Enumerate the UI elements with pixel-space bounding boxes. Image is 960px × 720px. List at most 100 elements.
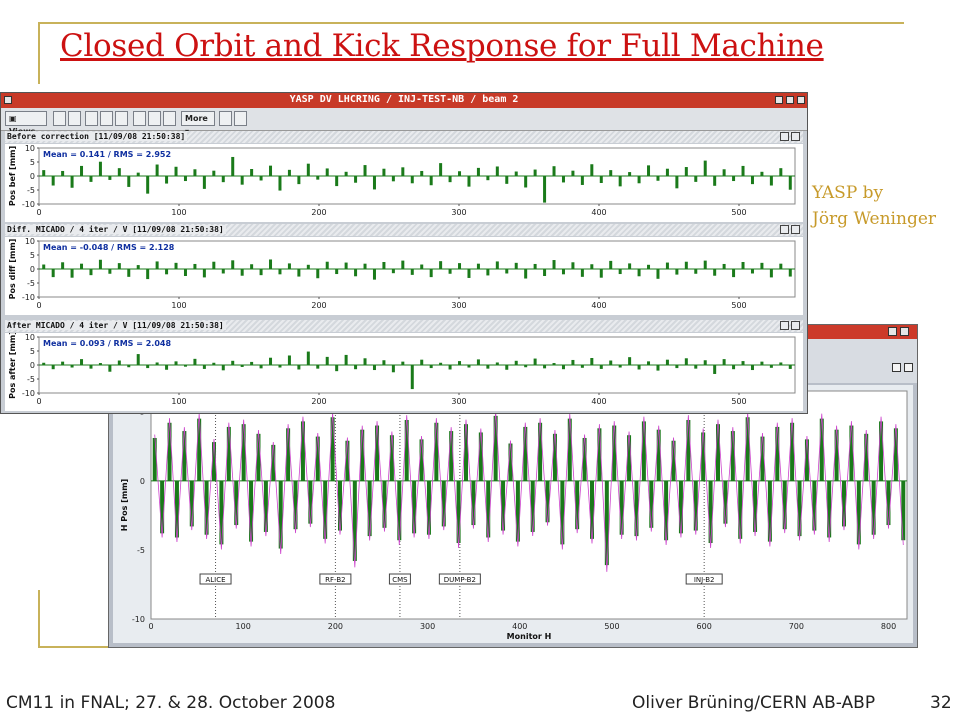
close-icon[interactable] <box>797 96 805 104</box>
data-bar <box>221 365 225 371</box>
data-bar <box>684 261 688 269</box>
panel-3-dock-icon[interactable] <box>780 321 789 330</box>
data-bar <box>649 480 654 528</box>
data-bar <box>514 360 518 365</box>
grid-1-icon[interactable] <box>133 111 146 126</box>
data-bar <box>675 269 679 275</box>
data-bar <box>471 480 476 526</box>
layout-1-icon[interactable] <box>53 111 66 126</box>
data-bar <box>89 365 93 369</box>
float-icon[interactable] <box>904 363 913 372</box>
minimize-icon[interactable] <box>775 96 783 104</box>
data-bar <box>580 365 584 368</box>
data-bar <box>278 365 282 368</box>
panel-3-float-icon[interactable] <box>791 321 800 330</box>
data-bar <box>80 165 84 176</box>
y-tick-label: 0 <box>30 265 35 274</box>
data-bar <box>590 264 594 269</box>
panel-3-title: After MICADO / 4 iter / V [11/09/08 21:5… <box>5 321 226 330</box>
data-bar <box>70 176 74 188</box>
x-tick-label: 0 <box>36 301 41 310</box>
data-bar <box>429 269 433 278</box>
panel-1-dock-icon[interactable] <box>780 132 789 141</box>
footer-author: Oliver Brüning/CERN AB-ABP <box>632 693 876 713</box>
minimize-icon[interactable] <box>888 327 897 336</box>
views-icon: ▣ <box>9 114 17 123</box>
more-button[interactable]: More ▾ <box>181 111 215 136</box>
views-button[interactable]: ▣ Views <box>5 111 47 136</box>
grid-3-icon[interactable] <box>163 111 176 126</box>
data-bar <box>505 365 509 370</box>
x-tick-label: 0 <box>148 622 153 631</box>
x-tick-label: 400 <box>591 208 606 217</box>
data-bar <box>524 269 528 279</box>
data-bar <box>694 176 698 182</box>
print-icon[interactable] <box>234 111 247 126</box>
data-bar <box>165 176 169 184</box>
maximize-icon[interactable] <box>786 96 794 104</box>
credit: YASP by Jörg Weninger <box>812 180 936 232</box>
data-bar <box>316 365 320 369</box>
x-tick-label: 400 <box>591 397 606 406</box>
data-bar <box>323 480 328 539</box>
layout-2-icon[interactable] <box>68 111 81 126</box>
panel-2-dock-icon[interactable] <box>780 225 789 234</box>
window-menu-icon[interactable] <box>4 96 12 104</box>
data-bar <box>524 176 528 188</box>
marker-label: DUMP-B2 <box>444 576 476 584</box>
data-bar <box>732 176 736 182</box>
layout-4-icon[interactable] <box>100 111 113 126</box>
data-bar <box>575 480 580 530</box>
data-bar <box>98 363 102 365</box>
data-bar <box>675 176 679 189</box>
data-bar <box>372 269 376 280</box>
data-bar <box>61 262 65 269</box>
data-bar <box>127 365 131 368</box>
data-bar <box>410 176 414 184</box>
data-bar <box>597 428 602 481</box>
grid-2-icon[interactable] <box>148 111 161 126</box>
data-bar <box>212 362 216 365</box>
layout-5-icon[interactable] <box>115 111 128 126</box>
yasp-window[interactable]: YASP DV LHCRING / INJ-TEST-NB / beam 2 ▣… <box>0 92 808 414</box>
data-bar <box>842 480 846 527</box>
data-bar <box>412 480 417 534</box>
panel-2-float-icon[interactable] <box>791 225 800 234</box>
data-bar <box>678 480 683 534</box>
dock-icon[interactable] <box>892 363 901 372</box>
data-bar <box>788 365 792 369</box>
x-tick-label: 300 <box>420 622 435 631</box>
data-bar <box>42 362 46 365</box>
close-icon[interactable] <box>900 327 909 336</box>
data-bar <box>51 365 55 370</box>
x-tick-label: 200 <box>311 397 326 406</box>
data-bar <box>165 269 169 275</box>
marker-box <box>438 573 481 585</box>
data-bar <box>753 480 758 532</box>
data-bar <box>708 480 713 543</box>
data-bar <box>391 365 395 373</box>
data-bar <box>146 176 150 194</box>
data-bar <box>628 263 632 269</box>
kick-response-plot-area: 50-5-100100200300400500600700800ALICERF-… <box>113 385 913 643</box>
data-bar <box>420 170 424 176</box>
data-bar <box>741 262 745 269</box>
data-bar <box>286 428 291 481</box>
data-bar <box>732 365 736 370</box>
layout-3-icon[interactable] <box>85 111 98 126</box>
data-bar <box>486 176 490 181</box>
data-bar <box>514 171 518 176</box>
data-bar <box>464 424 468 481</box>
bottom-rule <box>38 646 108 648</box>
data-bar <box>641 421 646 481</box>
save-icon[interactable] <box>219 111 232 126</box>
data-bar <box>665 168 669 176</box>
data-bar <box>561 269 565 275</box>
data-bar <box>391 176 395 182</box>
data-bar <box>552 363 556 365</box>
yasp-window-titlebar[interactable]: YASP DV LHCRING / INJ-TEST-NB / beam 2 <box>1 93 807 108</box>
data-bar <box>308 480 313 524</box>
panel-1-float-icon[interactable] <box>791 132 800 141</box>
data-bar <box>864 433 869 481</box>
data-bar <box>269 165 273 176</box>
